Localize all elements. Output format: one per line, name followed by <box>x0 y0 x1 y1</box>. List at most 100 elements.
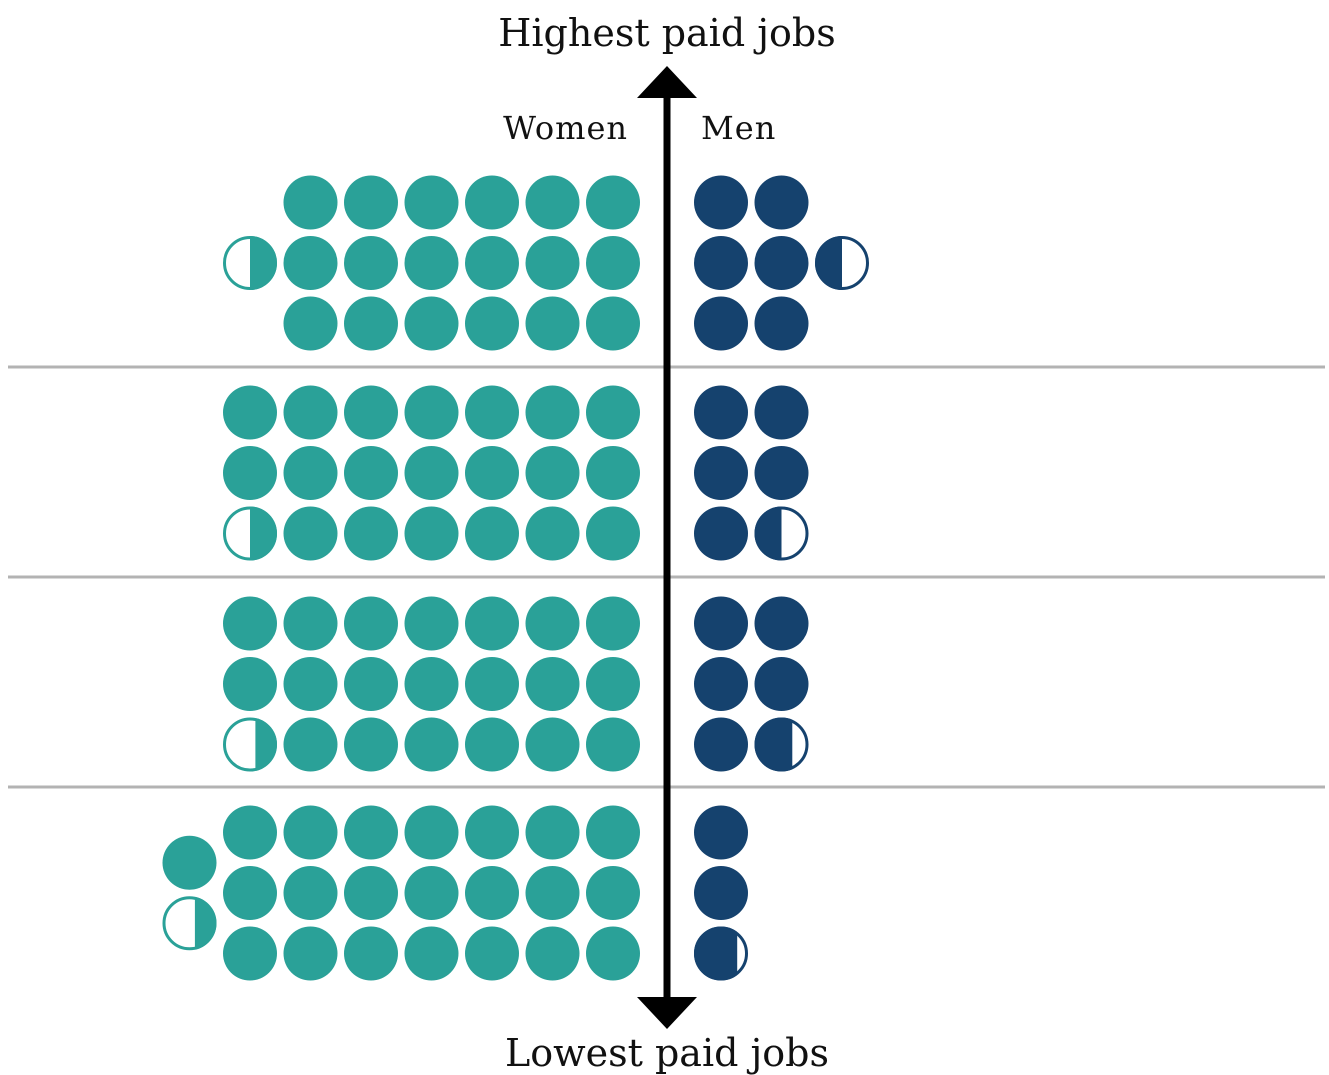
women-dot <box>465 866 519 920</box>
women-dot <box>344 236 398 290</box>
women-dot <box>283 446 338 500</box>
women-dot <box>525 296 580 351</box>
women-dot <box>404 506 459 561</box>
women-dot <box>586 236 640 290</box>
women-dot <box>586 717 640 772</box>
women-dot <box>586 385 640 440</box>
women-dot <box>404 657 459 711</box>
women-dot <box>525 446 580 500</box>
women-dot <box>404 236 459 290</box>
women-dot <box>404 175 459 230</box>
top-label: Highest paid jobs <box>498 11 835 55</box>
women-dot <box>404 866 459 920</box>
women-dot <box>344 446 398 500</box>
women-dot <box>465 446 519 500</box>
women-dot <box>586 866 640 920</box>
women-dot <box>586 805 640 860</box>
men-dot <box>754 596 809 651</box>
women-dot <box>344 717 398 772</box>
men-partial-dot <box>694 926 748 981</box>
women-dot <box>525 805 580 860</box>
women-dot <box>344 385 398 440</box>
men-dot <box>694 236 748 290</box>
men-dot <box>754 175 809 230</box>
women-dot <box>465 175 519 230</box>
women-dot <box>525 506 580 561</box>
women-dot <box>404 596 459 651</box>
women-dot <box>525 717 580 772</box>
women-dot <box>162 835 217 890</box>
women-dot <box>344 596 398 651</box>
women-dot <box>344 866 398 920</box>
women-dot <box>283 506 338 561</box>
men-dot <box>754 446 809 500</box>
women-dot <box>404 446 459 500</box>
women-dot <box>283 596 338 651</box>
women-dot <box>525 596 580 651</box>
women-dot <box>525 385 580 440</box>
men-dot <box>754 296 809 351</box>
men-dot <box>694 657 748 711</box>
men-dot <box>694 446 748 500</box>
women-dot <box>525 175 580 230</box>
women-dot <box>404 385 459 440</box>
women-dot <box>223 596 277 651</box>
men-dot <box>754 236 809 290</box>
women-dot <box>586 596 640 651</box>
women-dot <box>283 717 338 772</box>
women-dot <box>283 175 338 230</box>
women-dot <box>344 175 398 230</box>
women-dot <box>586 926 640 981</box>
women-dot <box>283 236 338 290</box>
women-dot <box>283 385 338 440</box>
women-partial-dot <box>223 717 277 772</box>
men-dot <box>694 506 748 561</box>
women-partial-dot <box>223 506 277 561</box>
arrow-up-icon <box>637 66 697 98</box>
women-dot <box>465 926 519 981</box>
women-dot <box>586 296 640 351</box>
women-dot <box>283 657 338 711</box>
men-partial-dot <box>815 236 869 290</box>
pay-axis <box>637 66 697 1029</box>
women-dot <box>344 506 398 561</box>
men-dot <box>694 866 748 920</box>
women-dot <box>465 596 519 651</box>
women-dot <box>525 657 580 711</box>
men-dots <box>694 175 869 981</box>
legend-women: Women <box>503 109 628 147</box>
women-dot <box>465 296 519 351</box>
men-partial-dot <box>754 506 809 561</box>
arrow-down-icon <box>637 997 697 1029</box>
women-dot <box>465 805 519 860</box>
women-dot <box>404 296 459 351</box>
women-dot <box>344 657 398 711</box>
women-dot <box>223 926 277 981</box>
women-dot <box>465 717 519 772</box>
women-dot <box>283 926 338 981</box>
men-dot <box>694 596 748 651</box>
women-dot <box>223 866 277 920</box>
men-dot <box>694 385 748 440</box>
men-dot <box>694 717 748 772</box>
women-dot <box>283 296 338 351</box>
women-dot <box>344 926 398 981</box>
men-dot <box>694 175 748 230</box>
women-dot <box>465 657 519 711</box>
women-dots <box>162 175 640 981</box>
women-dot <box>525 926 580 981</box>
women-dot <box>344 805 398 860</box>
women-dot <box>404 926 459 981</box>
men-dot <box>754 657 809 711</box>
bottom-label: Lowest paid jobs <box>505 1031 829 1075</box>
women-dot <box>344 296 398 351</box>
women-dot <box>404 805 459 860</box>
women-dot <box>465 385 519 440</box>
women-dot <box>465 506 519 561</box>
women-dot <box>223 446 277 500</box>
men-dot <box>754 385 809 440</box>
women-dot <box>586 446 640 500</box>
women-dot <box>223 657 277 711</box>
women-dot <box>404 717 459 772</box>
